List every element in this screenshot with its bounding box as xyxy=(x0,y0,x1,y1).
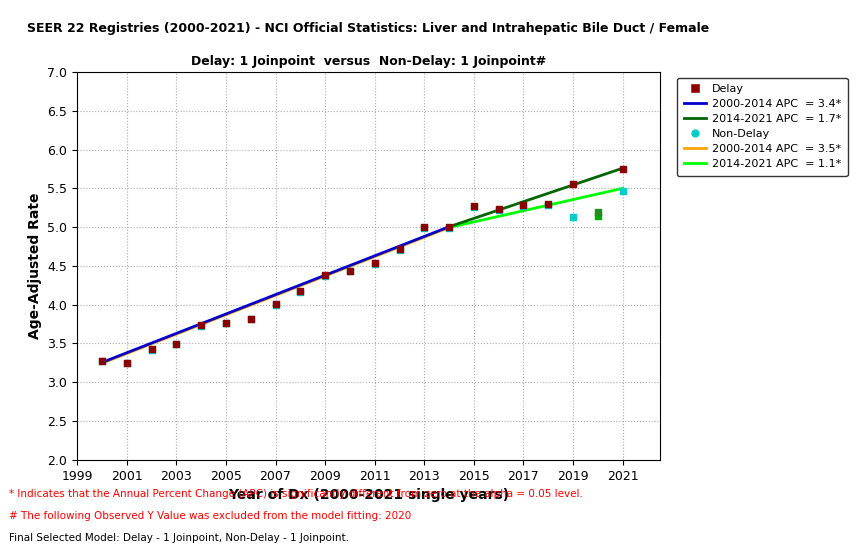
Point xyxy=(170,340,183,348)
Point xyxy=(591,208,605,217)
Point xyxy=(343,267,357,276)
Point xyxy=(195,320,208,329)
X-axis label: Year of Dx (2000-2021 single years): Year of Dx (2000-2021 single years) xyxy=(228,488,509,502)
Point xyxy=(95,356,109,365)
Point xyxy=(293,287,307,296)
Point xyxy=(368,260,381,269)
Point xyxy=(268,300,282,309)
Point xyxy=(145,345,159,353)
Point xyxy=(517,202,530,211)
Point xyxy=(293,286,307,295)
Text: Final Selected Model: Delay - 1 Joinpoint, Non-Delay - 1 Joinpoint.: Final Selected Model: Delay - 1 Joinpoin… xyxy=(9,533,349,543)
Point xyxy=(368,258,381,267)
Text: # The following Observed Y Value was excluded from the model fitting: 2020: # The following Observed Y Value was exc… xyxy=(9,511,411,521)
Point xyxy=(393,246,406,255)
Text: * Indicates that the Annual Percent Change (APC) is significantly different from: * Indicates that the Annual Percent Chan… xyxy=(9,489,583,499)
Point xyxy=(219,319,233,328)
Point xyxy=(616,186,630,195)
Point xyxy=(566,180,580,189)
Point xyxy=(417,223,431,232)
Point xyxy=(591,212,605,220)
Point xyxy=(170,340,183,348)
Point xyxy=(318,271,332,280)
Point xyxy=(244,315,258,324)
Point xyxy=(442,223,456,232)
Point xyxy=(542,201,555,210)
Point xyxy=(417,223,431,232)
Point xyxy=(219,319,233,328)
Point xyxy=(120,358,134,367)
Point xyxy=(517,201,530,210)
Point xyxy=(95,357,109,366)
Text: Delay: 1 Joinpoint  versus  Non-Delay: 1 Joinpoint#: Delay: 1 Joinpoint versus Non-Delay: 1 J… xyxy=(191,55,546,68)
Point xyxy=(343,266,357,275)
Point xyxy=(120,358,134,367)
Point xyxy=(442,223,456,232)
Point xyxy=(195,321,208,330)
Point xyxy=(492,205,506,214)
Point xyxy=(393,244,406,253)
Point xyxy=(244,314,258,323)
Point xyxy=(566,213,580,222)
Point xyxy=(467,202,481,211)
Legend: Delay, 2000-2014 APC  = 3.4*, 2014-2021 APC  = 1.7*, Non-Delay, 2000-2014 APC  =: Delay, 2000-2014 APC = 3.4*, 2014-2021 A… xyxy=(677,78,848,176)
Y-axis label: Age-Adjusted Rate: Age-Adjusted Rate xyxy=(27,193,42,339)
Point xyxy=(145,345,159,354)
Point xyxy=(318,271,332,280)
Point xyxy=(542,199,555,208)
Point xyxy=(492,206,506,214)
Text: SEER 22 Registries (2000-2021) - NCI Official Statistics: Liver and Intrahepatic: SEER 22 Registries (2000-2021) - NCI Off… xyxy=(27,22,710,35)
Point xyxy=(467,203,481,212)
Point xyxy=(268,300,282,309)
Point xyxy=(616,165,630,173)
